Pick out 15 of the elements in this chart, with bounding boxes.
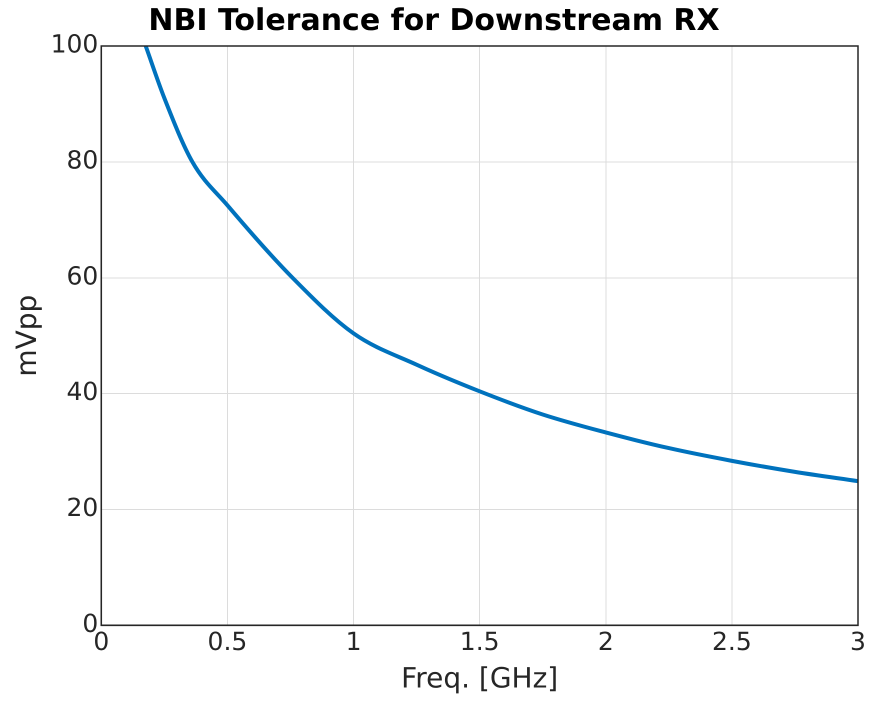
y-tick-label: 100 bbox=[50, 30, 98, 58]
x-tick-label: 1 bbox=[346, 626, 362, 656]
y-tick-label: 40 bbox=[66, 377, 98, 406]
line-series bbox=[144, 46, 858, 484]
y-tick-label: 60 bbox=[66, 261, 98, 290]
y-tick-label: 20 bbox=[66, 493, 98, 522]
x-tick-label: 0.5 bbox=[208, 626, 248, 656]
y-tick-label: 80 bbox=[66, 145, 98, 174]
x-tick-label: 1.5 bbox=[460, 626, 500, 656]
x-axis-title: Freq. [GHz] bbox=[401, 661, 558, 694]
x-tick-label: 2 bbox=[598, 626, 614, 656]
chart-title: NBI Tolerance for Downstream RX bbox=[148, 2, 720, 38]
x-tick-label: 2.5 bbox=[712, 626, 752, 656]
x-tick-label: 3 bbox=[850, 626, 866, 656]
y-axis-title: mVpp bbox=[10, 294, 44, 377]
